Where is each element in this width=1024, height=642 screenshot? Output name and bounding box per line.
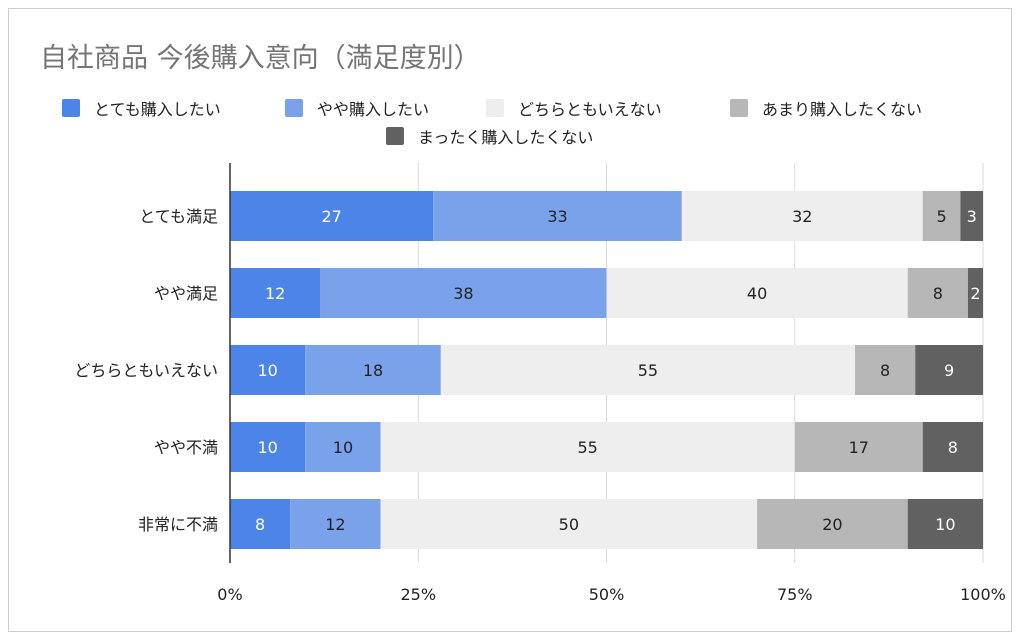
x-tick-label: 0% <box>217 585 242 604</box>
legend-item-4: まったく購入したくない <box>386 124 593 148</box>
legend-label-0: とても購入したい <box>94 100 221 119</box>
bar-segment <box>305 422 381 472</box>
data-label: 18 <box>363 361 383 380</box>
bar-segment <box>922 422 983 472</box>
legend-item-2: どちらともいえない <box>486 96 662 120</box>
x-tick-label: 75% <box>777 585 813 604</box>
data-label: 9 <box>944 361 954 380</box>
legend-swatch-1 <box>285 99 303 117</box>
legend-item-1: やや購入したい <box>285 96 429 120</box>
data-label: 5 <box>936 207 946 226</box>
x-tick-label: 100% <box>960 585 1006 604</box>
bar-segment <box>230 191 434 241</box>
bar-segment <box>967 268 983 318</box>
bar-segment <box>606 268 908 318</box>
legend-swatch-4 <box>386 127 404 145</box>
bar-segment <box>230 345 306 395</box>
legend-label-4: まったく購入したくない <box>418 128 594 147</box>
data-label: 55 <box>577 438 597 457</box>
bar-segment <box>907 268 968 318</box>
legend-swatch-2 <box>486 99 504 117</box>
bar-segment <box>230 422 306 472</box>
data-label: 12 <box>325 515 345 534</box>
bar-segment <box>305 345 441 395</box>
chart-frame <box>8 8 1012 632</box>
data-label: 33 <box>547 207 567 226</box>
data-label: 32 <box>792 207 812 226</box>
bar-segment <box>380 499 758 549</box>
legend-label-3: あまり購入したくない <box>762 100 923 119</box>
data-label: 55 <box>638 361 658 380</box>
bar-segment <box>922 191 961 241</box>
data-label: 8 <box>255 515 265 534</box>
category-label: どちらともいえない <box>74 361 218 380</box>
data-label: 10 <box>257 361 277 380</box>
data-label: 2 <box>970 284 980 303</box>
category-label: 非常に不満 <box>138 515 218 534</box>
legend-swatch-3 <box>730 99 748 117</box>
data-label: 10 <box>333 438 353 457</box>
data-label: 27 <box>321 207 341 226</box>
legend-item-3: あまり購入したくない <box>730 96 922 120</box>
data-label: 8 <box>933 284 943 303</box>
bar-segment <box>681 191 923 241</box>
category-label: とても満足 <box>139 207 218 226</box>
data-label: 8 <box>880 361 890 380</box>
data-label: 17 <box>849 438 869 457</box>
bar-segment <box>907 499 983 549</box>
bar-segment <box>290 499 381 549</box>
category-label: やや不満 <box>154 438 218 457</box>
data-label: 10 <box>935 515 955 534</box>
x-tick-label: 50% <box>589 585 625 604</box>
x-tick-label: 25% <box>400 585 436 604</box>
legend-label-2: どちらともいえない <box>518 100 662 119</box>
data-label: 40 <box>747 284 767 303</box>
data-label: 38 <box>453 284 473 303</box>
bar-segment <box>320 268 607 318</box>
bar-segment <box>380 422 795 472</box>
category-label: やや満足 <box>154 284 218 303</box>
legend-label-1: やや購入したい <box>317 100 430 119</box>
bar-segment <box>757 499 908 549</box>
bar-segment <box>433 191 682 241</box>
data-label: 10 <box>257 438 277 457</box>
bar-segment <box>854 345 916 395</box>
chart-title: 自社商品 今後購入意向（満足度別） <box>40 43 481 74</box>
legend-swatch-0 <box>62 99 80 117</box>
bar-segment <box>915 345 983 395</box>
bar-segment <box>960 191 983 241</box>
data-label: 12 <box>265 284 285 303</box>
data-label: 50 <box>559 515 579 534</box>
bar-segment <box>794 422 923 472</box>
data-label: 20 <box>822 515 842 534</box>
data-label: 3 <box>967 207 977 226</box>
bar-segment <box>440 345 855 395</box>
bar-segment <box>230 268 321 318</box>
legend-item-0: とても購入したい <box>62 96 221 120</box>
data-label: 8 <box>948 438 958 457</box>
bar-segment <box>230 499 291 549</box>
